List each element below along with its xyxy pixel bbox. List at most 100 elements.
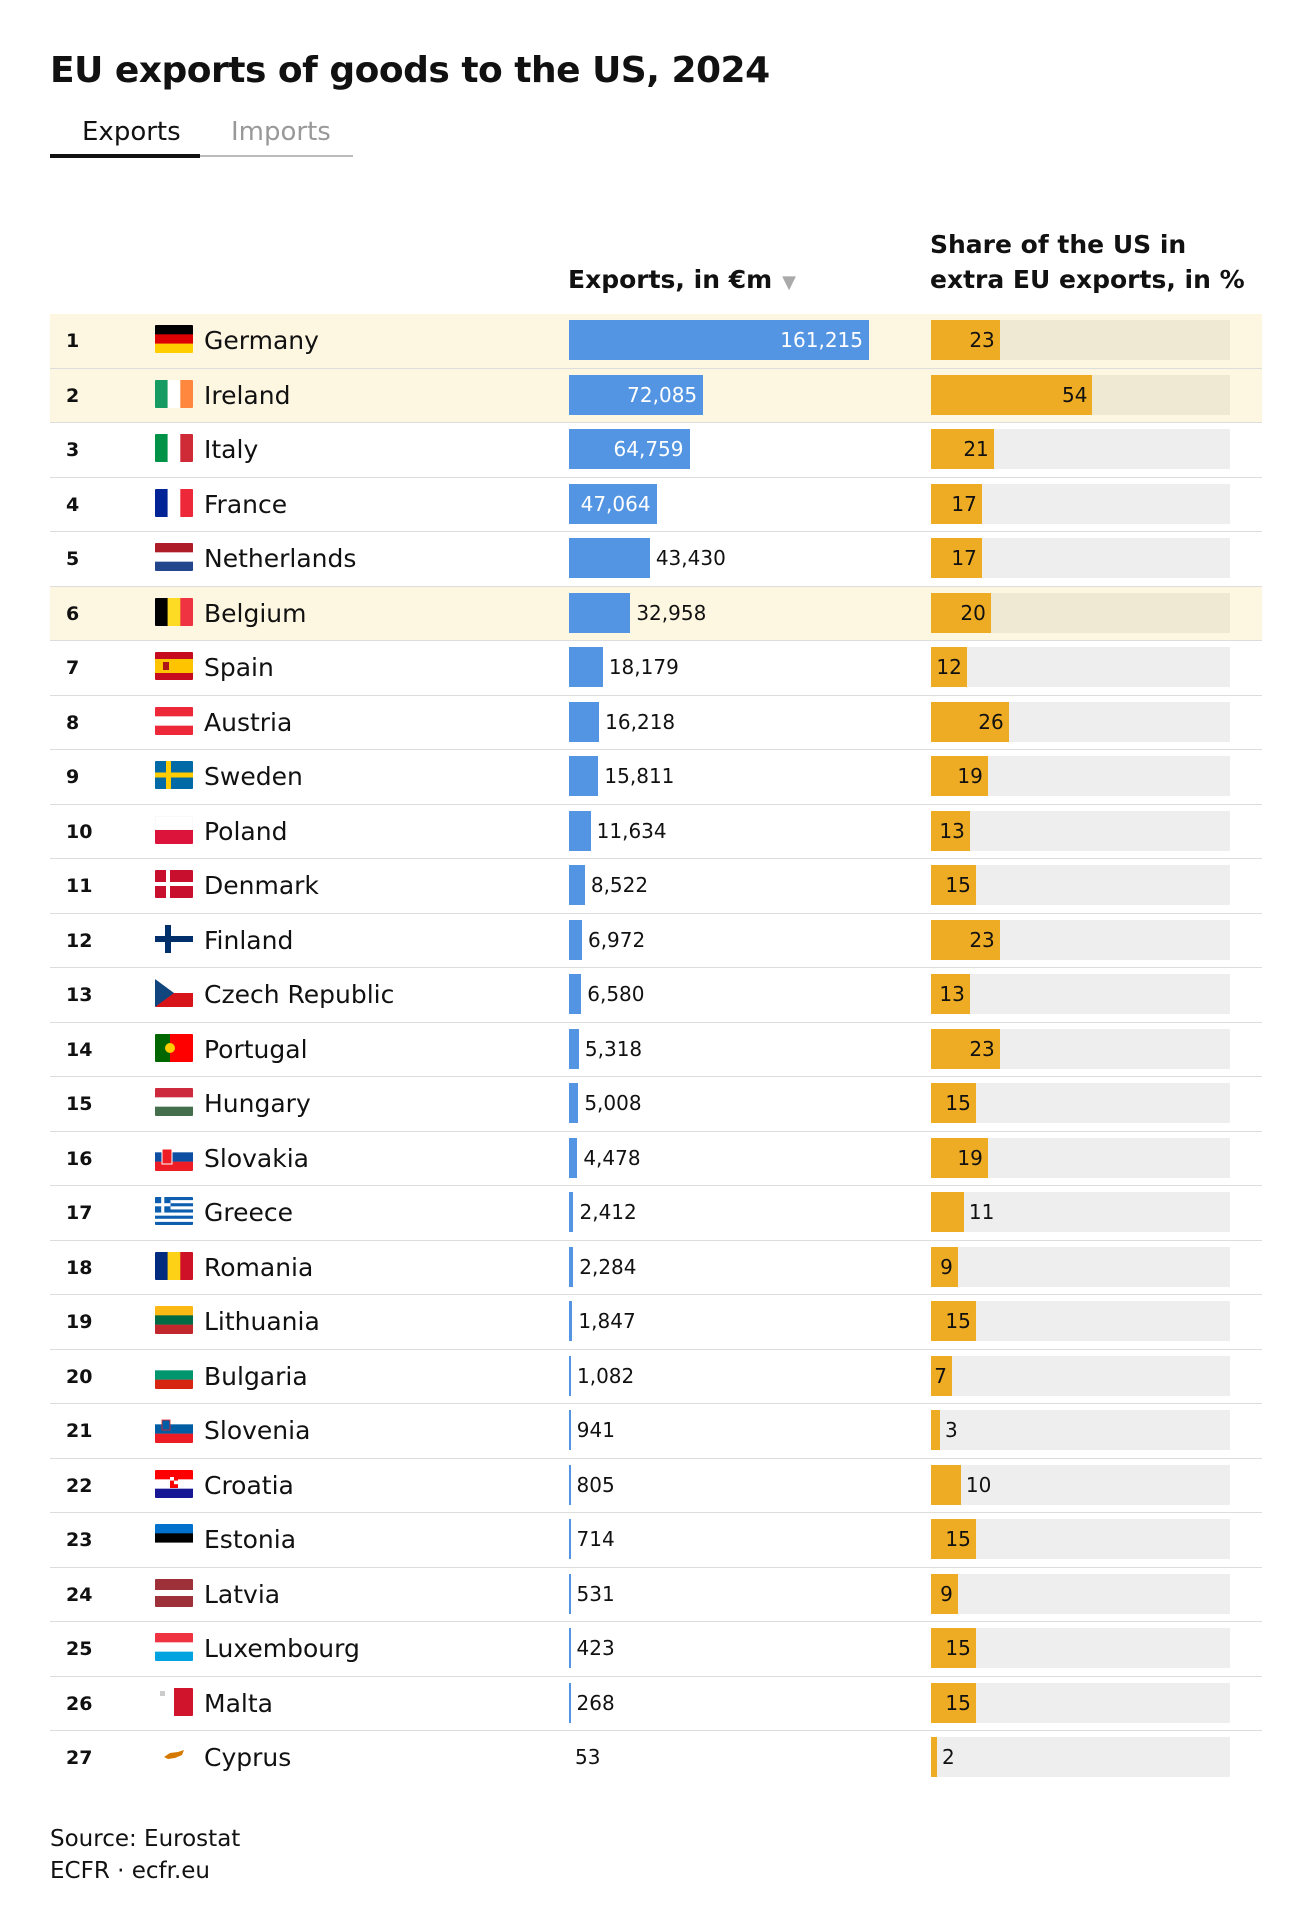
share-bar[interactable] [931, 1083, 976, 1123]
exports-bar[interactable] [569, 1246, 574, 1287]
exports-bar-track: 15,811 [569, 756, 869, 796]
exports-bar[interactable] [569, 919, 582, 960]
exports-bar[interactable] [569, 810, 591, 851]
exports-bar[interactable] [569, 1301, 573, 1341]
table-row: 25 Luxembourg 423 15 [50, 1622, 1262, 1677]
share-bar-track: 7 [931, 1355, 1230, 1396]
share-bar[interactable] [931, 1464, 961, 1505]
table-row: 27 Cyprus 53 2 [50, 1731, 1262, 1785]
share-bar[interactable] [931, 1573, 958, 1614]
table-row: 24 Latvia 531 9 [50, 1568, 1262, 1622]
exports-bar[interactable] [569, 1682, 571, 1723]
share-value-label: 19 [957, 1145, 983, 1170]
share-bar[interactable] [931, 701, 1009, 742]
rank-cell: 12 [66, 929, 93, 952]
share-bar[interactable] [931, 1137, 988, 1178]
exports-value-label: 8,522 [590, 873, 649, 897]
share-value-label: 23 [969, 1036, 995, 1061]
share-bar-track: 21 [931, 429, 1230, 469]
country-name: Hungary [204, 1089, 311, 1118]
exports-bar-track: 64,759 [569, 429, 869, 469]
exports-bar[interactable] [569, 974, 582, 1014]
exports-bar[interactable] [569, 592, 631, 633]
exports-bar-track: 16,218 [569, 701, 869, 742]
share-bar[interactable] [931, 1355, 952, 1396]
exports-bar[interactable] [569, 1137, 578, 1178]
rank-cell: 6 [66, 602, 80, 625]
share-bar[interactable] [931, 538, 982, 578]
country-name: Germany [204, 326, 319, 355]
share-bar[interactable] [931, 592, 991, 633]
poland-flag-icon [155, 815, 193, 844]
exports-bar[interactable] [569, 701, 600, 742]
share-bar[interactable] [931, 865, 976, 905]
share-bar[interactable] [931, 1246, 958, 1287]
sort-descending-icon[interactable]: ▼ [782, 272, 796, 293]
slovenia-flag-icon [155, 1415, 193, 1443]
country-name: Austria [204, 707, 293, 737]
share-bar[interactable] [931, 320, 1000, 360]
rank-cell: 27 [66, 1747, 93, 1769]
table-row: 19 Lithuania 1,847 15 [50, 1295, 1262, 1350]
exports-bar[interactable] [569, 538, 650, 578]
share-value-label: 11 [968, 1200, 995, 1224]
share-bar[interactable] [931, 919, 1000, 960]
share-bar[interactable] [931, 1410, 940, 1450]
exports-bar[interactable] [569, 483, 657, 524]
exports-bar[interactable] [569, 1628, 571, 1668]
country-name: Bulgaria [204, 1361, 308, 1391]
exports-bar[interactable] [569, 1464, 571, 1505]
share-bar[interactable] [931, 483, 982, 524]
exports-bar[interactable] [569, 1355, 571, 1396]
exports-bar[interactable] [569, 1083, 579, 1123]
credit-note: ECFR · ecfr.eu [50, 1858, 211, 1884]
share-value-label: 2 [941, 1745, 955, 1769]
share-bar[interactable] [931, 1628, 976, 1668]
exports-bar[interactable] [569, 1573, 571, 1614]
share-bar[interactable] [931, 1192, 964, 1232]
share-bar[interactable] [931, 810, 970, 851]
share-bar[interactable] [931, 1737, 937, 1777]
share-bar[interactable] [931, 1301, 976, 1341]
exports-bar[interactable] [569, 1410, 571, 1450]
share-bar-track: 15 [931, 1628, 1230, 1668]
share-bar[interactable] [931, 374, 1093, 415]
share-bar[interactable] [931, 974, 970, 1014]
exports-bar[interactable] [569, 647, 603, 687]
rank-cell: 4 [66, 493, 80, 516]
exports-bar[interactable] [569, 1028, 579, 1069]
rank-cell: 24 [66, 1583, 93, 1606]
share-bar-track: 26 [931, 701, 1230, 742]
share-bar[interactable] [931, 1028, 1000, 1069]
share-value-label: 9 [940, 1254, 953, 1279]
exports-bar[interactable] [569, 429, 690, 469]
share-bar[interactable] [931, 647, 967, 687]
exports-bar-track: 43,430 [569, 538, 869, 578]
finland-flag-icon [155, 924, 193, 953]
exports-bar[interactable] [569, 756, 599, 796]
exports-bar[interactable] [569, 1192, 574, 1232]
share-bar[interactable] [931, 1519, 976, 1559]
exports-bar[interactable] [569, 320, 869, 360]
share-bar[interactable] [931, 756, 988, 796]
tab-imports[interactable]: Imports [231, 117, 331, 147]
exports-value-label: 268 [576, 1690, 615, 1715]
rank-cell: 8 [66, 711, 80, 734]
table-row: 18 Romania 2,284 9 [50, 1241, 1262, 1295]
exports-bar-track: 268 [569, 1682, 869, 1723]
belgium-flag-icon [155, 597, 193, 626]
exports-bar[interactable] [569, 374, 704, 415]
share-bar[interactable] [931, 429, 994, 469]
table-row: 20 Bulgaria 1,082 7 [50, 1350, 1262, 1404]
share-bar-track: 12 [931, 647, 1230, 687]
share-bar-track: 15 [931, 1519, 1230, 1559]
tab-exports[interactable]: Exports [82, 117, 181, 147]
exports-column-header[interactable]: Exports, in €m ▼ [568, 262, 796, 300]
exports-bar-track: 941 [569, 1410, 869, 1450]
exports-bar[interactable] [569, 865, 585, 905]
share-value-label: 10 [965, 1472, 992, 1497]
country-name: Estonia [204, 1525, 297, 1554]
share-bar-track: 15 [931, 865, 1230, 905]
exports-bar[interactable] [569, 1519, 571, 1559]
share-bar[interactable] [931, 1682, 976, 1723]
